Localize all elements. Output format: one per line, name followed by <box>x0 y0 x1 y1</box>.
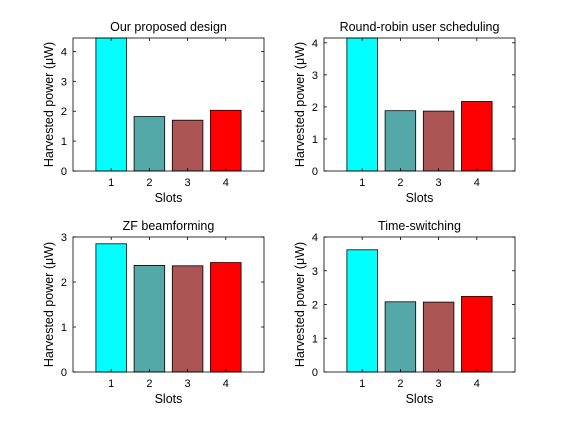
y-tick-label: 0 <box>61 367 67 379</box>
y-axis-label: Harvested power (μW) <box>42 242 56 367</box>
y-tick-label: 2 <box>312 102 318 114</box>
y-axis-label: Harvested power (μW) <box>293 42 307 167</box>
y-tick-label: 4 <box>312 38 318 50</box>
x-tick-label: 2 <box>146 177 152 189</box>
x-tick-label: 3 <box>436 177 442 189</box>
y-tick-label: 3 <box>312 266 318 278</box>
x-axis-label: Slots <box>155 392 183 406</box>
x-tick-label: 2 <box>397 378 403 390</box>
bar <box>95 243 127 373</box>
bar <box>384 301 417 373</box>
x-tick-label: 2 <box>146 378 152 390</box>
y-tick-label: 2 <box>61 106 67 118</box>
bar <box>346 37 378 172</box>
x-tick-label: 4 <box>474 378 480 390</box>
y-tick-label: 3 <box>61 232 67 244</box>
y-tick-label: 4 <box>312 232 318 244</box>
x-axis-label: Slots <box>406 191 434 205</box>
bar <box>384 110 417 172</box>
y-tick-label: 0 <box>312 166 318 178</box>
x-tick-label: 1 <box>359 378 365 390</box>
y-tick-label: 2 <box>61 277 67 289</box>
y-tick-label: 3 <box>61 76 67 88</box>
y-axis-label: Harvested power (μW) <box>293 242 307 367</box>
y-tick-label: 2 <box>312 300 318 312</box>
x-tick-label: 3 <box>436 378 442 390</box>
axes-box <box>72 236 265 373</box>
y-tick-label: 0 <box>61 166 67 178</box>
x-tick-label: 2 <box>397 177 403 189</box>
chart-round-robin: 1 2 3 4 0 1 2 3 4 Round-robin user scheduling Slot… <box>293 20 516 205</box>
bar <box>171 119 204 172</box>
y-axis-label: Harvested power (μW) <box>42 42 56 167</box>
chart-zf-beamforming: 1 2 3 4 0 1 2 3 ZF beamforming Slots Harvested pow… <box>42 219 265 406</box>
x-tick-label: 1 <box>359 177 365 189</box>
x-tick-label: 4 <box>223 378 229 390</box>
y-tick-label: 1 <box>312 134 318 146</box>
bar <box>210 262 242 373</box>
bar <box>171 265 204 373</box>
axes-box <box>323 37 516 172</box>
bar <box>95 37 127 172</box>
chart-proposed-design: 1 2 3 4 0 1 2 3 4 Our proposed design Slots Harvest… <box>42 20 265 205</box>
chart-title: Time-switching <box>378 219 461 233</box>
chart-title: Round-robin user scheduling <box>340 20 500 34</box>
bar <box>133 116 166 172</box>
bar <box>133 264 166 373</box>
y-tick-label: 3 <box>312 70 318 82</box>
chart-title: Our proposed design <box>110 20 227 34</box>
x-tick-label: 4 <box>474 177 480 189</box>
bar <box>210 109 242 172</box>
y-tick-label: 1 <box>312 333 318 345</box>
bar <box>422 110 455 172</box>
x-tick-label: 1 <box>108 177 114 189</box>
x-axis-label: Slots <box>406 392 434 406</box>
x-tick-label: 3 <box>185 177 191 189</box>
bar <box>461 295 493 373</box>
bar <box>461 101 493 172</box>
y-tick-label: 1 <box>61 136 67 148</box>
axes-box <box>72 37 265 172</box>
y-tick-label: 4 <box>61 46 67 58</box>
chart-time-switching: 1 2 3 4 0 1 2 3 4 Time-switching Slots Harvested po… <box>293 219 516 406</box>
x-tick-label: 1 <box>108 378 114 390</box>
x-tick-label: 4 <box>223 177 229 189</box>
x-tick-label: 3 <box>185 378 191 390</box>
bar <box>422 301 455 373</box>
chart-title: ZF beamforming <box>123 219 215 233</box>
x-axis-label: Slots <box>155 191 183 205</box>
bar <box>346 249 378 373</box>
y-tick-label: 0 <box>312 367 318 379</box>
y-tick-label: 1 <box>61 322 67 334</box>
